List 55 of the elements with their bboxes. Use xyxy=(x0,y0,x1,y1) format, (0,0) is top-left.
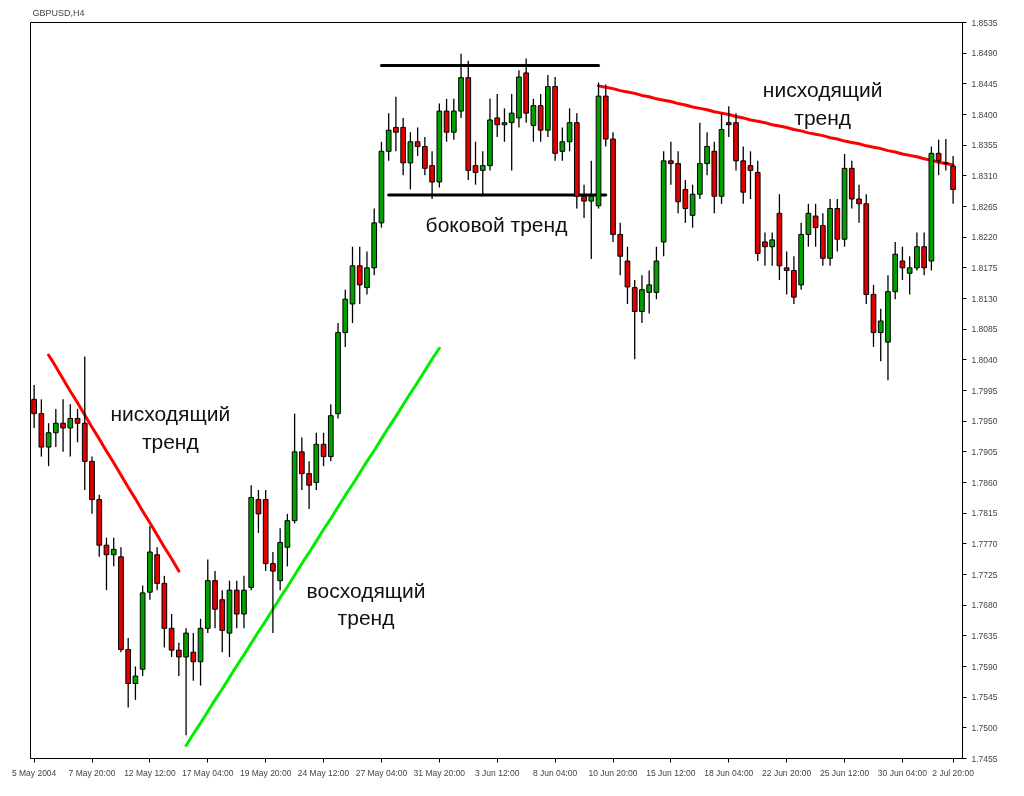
x-tick-label: 12 May 12:00 xyxy=(124,767,176,778)
y-tick-label: 1.7500 xyxy=(971,722,998,733)
y-tick-label: 1.8490 xyxy=(971,48,998,59)
y-tick-label: 1.8355 xyxy=(971,140,998,151)
x-tick-label: 15 Jun 12:00 xyxy=(646,767,696,778)
annotation: восходящий тренд xyxy=(306,578,426,630)
y-tick-label: 1.7770 xyxy=(971,538,998,549)
candlestick xyxy=(45,422,52,467)
y-tick-label: 1.7815 xyxy=(971,508,998,519)
y-tick-label: 1.7635 xyxy=(971,630,998,641)
y-tick-label: 1.8175 xyxy=(971,262,998,273)
y-tick-label: 1.7905 xyxy=(971,446,998,457)
candlestick xyxy=(110,537,117,567)
annotation: нисходящий тренд xyxy=(762,78,883,129)
x-tick-label: 7 May 20:00 xyxy=(68,767,116,778)
candlestick xyxy=(935,139,942,176)
annotation: боковой тренд xyxy=(425,213,568,237)
y-tick-label: 1.7455 xyxy=(971,753,998,764)
chart-title: GBPUSD,H4 xyxy=(32,7,85,18)
candlestick xyxy=(74,408,81,443)
y-tick-label: 1.7680 xyxy=(971,600,998,611)
x-tick-label: 30 Jun 04:00 xyxy=(877,767,928,778)
y-tick-label: 1.8535 xyxy=(971,17,998,28)
x-tick-label: 31 May 20:00 xyxy=(413,767,466,778)
candlestick xyxy=(906,255,913,296)
x-tick-label: 25 Jun 12:00 xyxy=(819,767,870,778)
y-tick-label: 1.7545 xyxy=(971,692,998,703)
x-tick-label: 8 Jun 04:00 xyxy=(532,767,578,778)
y-tick-label: 1.7995 xyxy=(971,385,998,396)
x-tick-label: 27 May 04:00 xyxy=(355,767,408,778)
y-tick-label: 1.8085 xyxy=(971,324,998,335)
y-tick-label: 1.8265 xyxy=(971,201,998,212)
y-tick-label: 1.8310 xyxy=(971,170,998,181)
y-tick-label: 1.7590 xyxy=(971,661,998,672)
annotation: нисходящий тренд xyxy=(110,402,231,453)
x-tick-label: 22 Jun 20:00 xyxy=(762,767,812,778)
x-tick-label: 18 Jun 04:00 xyxy=(704,767,754,778)
y-tick-label: 1.8445 xyxy=(971,78,998,89)
x-tick-label: 5 May 2004 xyxy=(11,767,57,778)
x-tick-label: 24 May 12:00 xyxy=(297,767,350,778)
y-tick-label: 1.7950 xyxy=(971,416,998,427)
candlestick xyxy=(950,155,956,205)
y-tick-label: 1.8400 xyxy=(971,109,998,120)
x-tick-label: 19 May 20:00 xyxy=(239,767,292,778)
y-tick-label: 1.7725 xyxy=(971,569,998,580)
y-tick-label: 1.8130 xyxy=(971,293,998,304)
x-tick-label: 17 May 04:00 xyxy=(182,767,234,778)
candlestick xyxy=(856,184,862,224)
x-tick-label: 3 Jun 12:00 xyxy=(475,767,520,778)
x-tick-label: 2 Jul 20:00 xyxy=(932,767,975,778)
y-tick-label: 1.8040 xyxy=(971,354,998,365)
y-tick-label: 1.7860 xyxy=(971,477,998,488)
candlestick xyxy=(943,138,949,172)
x-tick-label: 10 Jun 20:00 xyxy=(588,767,638,778)
y-tick-label: 1.8220 xyxy=(971,232,998,243)
